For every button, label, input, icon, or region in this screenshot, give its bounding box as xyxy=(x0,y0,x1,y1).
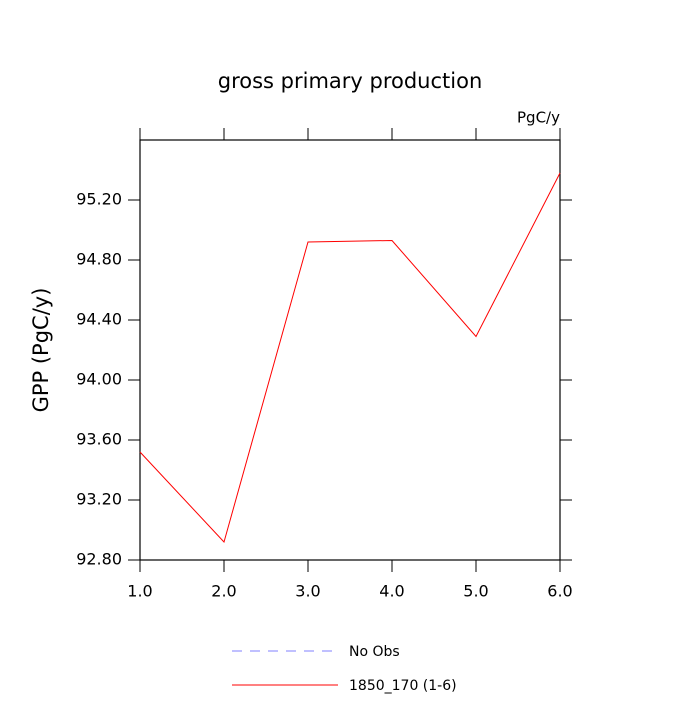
y-tick-label: 94.40 xyxy=(76,310,122,329)
y-tick-label: 92.80 xyxy=(76,550,122,569)
chart-title: gross primary production xyxy=(218,69,483,93)
y-tick-label: 94.80 xyxy=(76,250,122,269)
unit-label: PgC/y xyxy=(517,109,560,127)
x-tick-label: 5.0 xyxy=(463,582,488,601)
x-tick-label: 4.0 xyxy=(379,582,404,601)
x-tick-label: 2.0 xyxy=(211,582,236,601)
x-tick-label: 6.0 xyxy=(547,582,572,601)
x-tick-label: 3.0 xyxy=(295,582,320,601)
y-tick-label: 94.00 xyxy=(76,370,122,389)
x-tick-label: 1.0 xyxy=(127,582,152,601)
legend-label: No Obs xyxy=(349,644,400,660)
y-tick-label: 93.20 xyxy=(76,490,122,509)
y-axis-label: GPP (PgC/y) xyxy=(29,288,53,413)
legend-label: 1850_170 (1-6) xyxy=(349,678,457,694)
y-tick-label: 95.20 xyxy=(76,190,122,209)
plot-frame xyxy=(139,139,561,561)
y-tick-label: 93.60 xyxy=(76,430,122,449)
series-line xyxy=(139,172,561,543)
